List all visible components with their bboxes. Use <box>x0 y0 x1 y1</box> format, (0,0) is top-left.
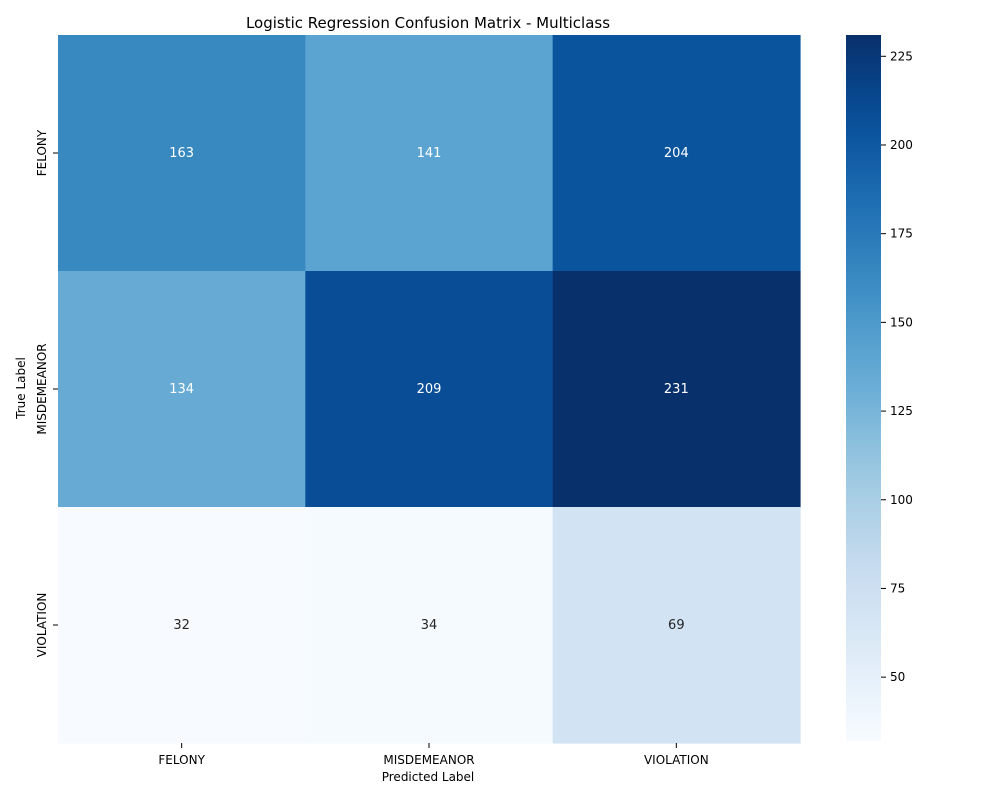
heatmap-cell <box>305 35 554 272</box>
x-tick-label: VIOLATION <box>644 753 709 767</box>
colorbar-tick-label: 75 <box>890 581 905 595</box>
heatmap-cell <box>305 271 554 508</box>
heatmap-cell <box>58 35 306 272</box>
colorbar-tick-label: 50 <box>890 670 905 684</box>
x-tick-label: FELONY <box>158 753 205 767</box>
colorbar-tick-label: 125 <box>890 404 913 418</box>
colorbar-tick-label: 175 <box>890 227 913 241</box>
cell-value-label: 32 <box>173 618 190 633</box>
y-axis: FELONY MISDEMEANOR VIOLATION <box>35 129 58 657</box>
y-tick-label: MISDEMEANOR <box>35 343 49 434</box>
colorbar-tick-label: 225 <box>890 49 913 63</box>
colorbar-gradient <box>846 35 881 741</box>
colorbar: 50 75 100 125 150 175 200 225 <box>846 35 913 741</box>
heatmap-cell <box>552 35 801 272</box>
cell-value-label: 141 <box>417 146 442 161</box>
chart-title: Logistic Regression Confusion Matrix - M… <box>246 14 610 32</box>
cell-value-label: 134 <box>169 382 194 397</box>
cell-value-label: 163 <box>169 146 194 161</box>
heatmap-cell <box>305 507 554 744</box>
x-tick-label: MISDEMEANOR <box>383 753 474 767</box>
colorbar-tick-label: 100 <box>890 493 913 507</box>
heatmap-cell <box>552 507 801 744</box>
y-tick-label: FELONY <box>35 129 49 176</box>
colorbar-tick-label: 200 <box>890 138 913 152</box>
y-tick-label: VIOLATION <box>35 593 49 658</box>
x-axis-label: Predicted Label <box>382 770 475 784</box>
cell-value-label: 209 <box>417 382 442 397</box>
heatmap-cell <box>58 507 306 744</box>
cell-value-label: 69 <box>668 618 685 633</box>
cell-value-label: 231 <box>664 382 689 397</box>
cell-value-label: 204 <box>664 146 689 161</box>
heatmap-cells: 163 141 204 134 209 231 32 34 69 <box>58 35 801 744</box>
x-axis: FELONY MISDEMEANOR VIOLATION <box>158 743 709 767</box>
cell-value-label: 34 <box>421 618 438 633</box>
y-axis-label: True Label <box>14 357 28 420</box>
heatmap-cell <box>58 271 306 508</box>
heatmap-cell <box>552 271 801 508</box>
colorbar-tick-label: 150 <box>890 315 913 329</box>
